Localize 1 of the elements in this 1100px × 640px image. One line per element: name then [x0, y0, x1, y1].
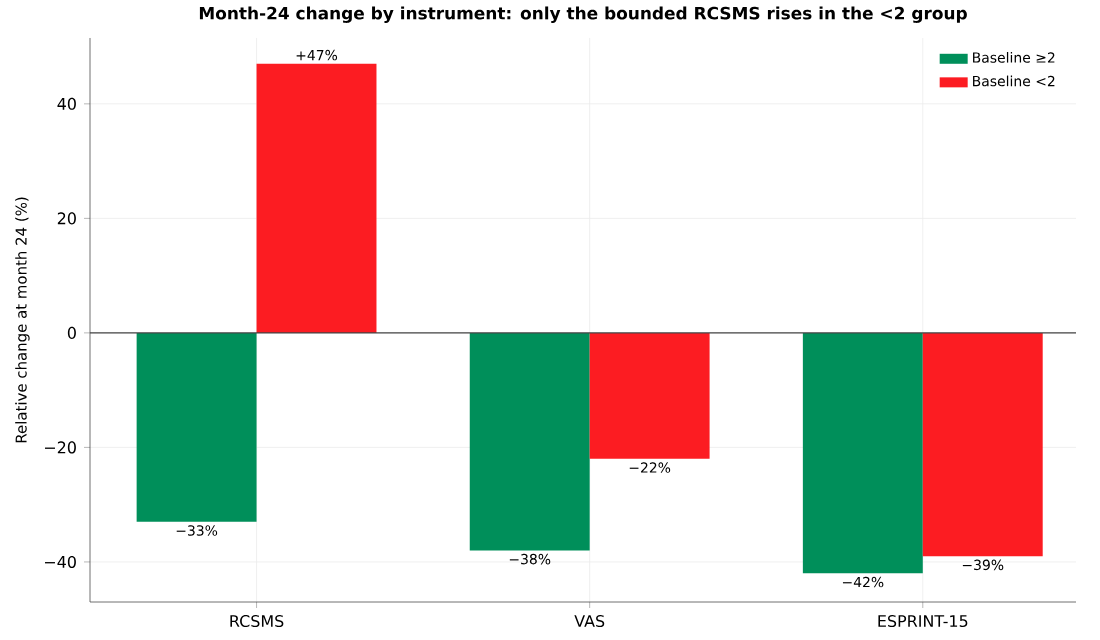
chart-title: Month-24 change by instrument: only the bounded RCSMS rises in the <2 group — [199, 6, 967, 23]
